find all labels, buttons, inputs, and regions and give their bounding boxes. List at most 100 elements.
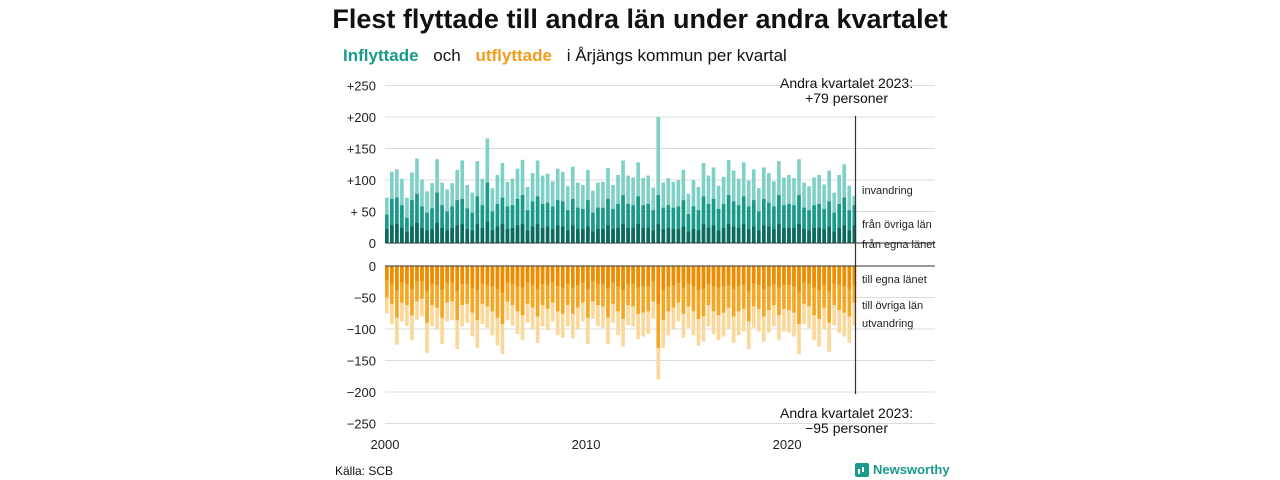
bar-in-ovriga	[570, 198, 575, 243]
bar-in-egna	[756, 230, 761, 243]
chart-title: Flest flyttade till andra län under andr…	[332, 4, 948, 34]
bar-out-egna	[746, 266, 751, 292]
bar-out-egna	[797, 266, 801, 293]
bar-in-ovriga	[626, 203, 630, 243]
bar-in-ovriga	[385, 214, 389, 243]
annotation-top-line2: +79 personer	[805, 90, 888, 106]
bar-in-egna	[470, 230, 475, 243]
source-note: Källa: SCB	[335, 464, 394, 478]
bar-in-egna	[465, 229, 470, 243]
bar-out-egna	[651, 266, 656, 282]
bar-out-ovriga	[686, 266, 691, 307]
bar-in-egna	[425, 230, 429, 243]
bar-in-egna	[530, 226, 535, 243]
bar-out-egna	[385, 266, 389, 280]
bar-out-ovriga	[696, 266, 701, 319]
bar-out-egna	[455, 266, 459, 292]
bar-out-egna	[550, 266, 555, 283]
subtitle-rest: i Årjängs kommun per kvartal	[566, 46, 787, 65]
bar-in-egna	[681, 226, 686, 243]
bar-out-ovriga	[480, 266, 485, 304]
bar-in-egna	[450, 227, 454, 243]
bar-in-ovriga	[631, 205, 635, 243]
bar-out-egna	[736, 266, 741, 287]
bar-out-egna	[641, 266, 645, 287]
bar-out-ovriga	[565, 266, 570, 306]
bar-in-egna	[545, 226, 550, 243]
bar-in-ovriga	[797, 195, 801, 243]
bar-out-egna	[405, 266, 409, 284]
bar-out-egna	[475, 266, 480, 290]
bar-in-egna	[746, 229, 751, 243]
bar-in-egna	[420, 227, 424, 243]
bar-in-ovriga	[545, 202, 550, 243]
bar-out-egna	[666, 266, 671, 287]
bar-in-egna	[611, 229, 615, 243]
bar-in-ovriga	[746, 206, 751, 243]
subtitle-och: och	[433, 46, 461, 65]
bar-in-egna	[490, 230, 495, 243]
bar-out-egna	[721, 266, 726, 287]
y-tick-label: +100	[347, 173, 376, 188]
bar-in-ovriga	[852, 205, 857, 243]
bar-out-egna	[777, 266, 781, 288]
bar-out-ovriga	[505, 266, 510, 302]
bar-in-egna	[847, 230, 852, 243]
bar-out-egna	[586, 266, 590, 289]
bar-out-ovriga	[570, 266, 575, 314]
bar-out-ovriga	[651, 266, 656, 302]
bar-in-ovriga	[792, 205, 796, 243]
bar-out-egna	[756, 266, 761, 285]
bar-in-egna	[576, 229, 580, 243]
bar-out-egna	[691, 266, 696, 287]
x-tick-label: 2000	[371, 437, 400, 452]
bar-in-ovriga	[565, 210, 570, 243]
annotation-bottom: Andra kvartalet 2023: −95 personer	[780, 406, 913, 436]
bar-out-ovriga	[762, 266, 766, 317]
bar-in-egna	[500, 224, 505, 243]
bar-out-egna	[395, 266, 399, 290]
bar-in-ovriga	[711, 198, 716, 243]
bar-out-ovriga	[420, 266, 424, 299]
bar-out-egna	[540, 266, 545, 284]
bar-out-ovriga	[837, 266, 842, 311]
bar-out-ovriga	[756, 266, 761, 309]
bar-out-egna	[390, 266, 394, 284]
bar-in-egna	[706, 227, 711, 243]
bar-in-ovriga	[540, 203, 545, 243]
bar-out-egna	[480, 266, 485, 284]
bar-in-egna	[772, 229, 776, 243]
y-tick-label: −250	[347, 417, 376, 432]
bar-in-ovriga	[686, 214, 691, 243]
brand-logo[interactable]: Newsworthy	[855, 462, 950, 477]
bar-in-ovriga	[731, 201, 736, 243]
bar-out-ovriga	[530, 266, 535, 308]
bar-out-egna	[470, 266, 475, 288]
bar-out-egna	[631, 266, 635, 284]
bar-out-ovriga	[767, 266, 771, 311]
bar-in-ovriga	[430, 208, 434, 243]
bar-out-ovriga	[405, 266, 409, 306]
bar-in-ovriga	[817, 203, 821, 243]
bar-in-egna	[641, 227, 645, 243]
bar-out-ovriga	[656, 266, 661, 348]
bar-out-ovriga	[822, 266, 826, 308]
bar-out-ovriga	[792, 266, 796, 313]
bar-out-ovriga	[596, 266, 600, 306]
bar-in-egna	[696, 230, 701, 243]
bar-out-egna	[842, 266, 847, 287]
bar-out-egna	[716, 266, 721, 288]
bar-in-ovriga	[706, 203, 711, 243]
bar-out-ovriga	[817, 266, 821, 319]
bar-out-egna	[430, 266, 434, 284]
bar-in-egna	[631, 227, 635, 243]
bar-out-egna	[601, 266, 605, 284]
bar-in-ovriga	[767, 202, 771, 243]
bar-in-ovriga	[485, 182, 490, 243]
bar-out-egna	[495, 266, 500, 289]
bar-out-egna	[400, 266, 404, 283]
bar-in-ovriga	[726, 195, 731, 243]
bar-out-egna	[852, 266, 857, 285]
bar-out-egna	[626, 266, 630, 284]
bar-out-ovriga	[646, 266, 651, 312]
